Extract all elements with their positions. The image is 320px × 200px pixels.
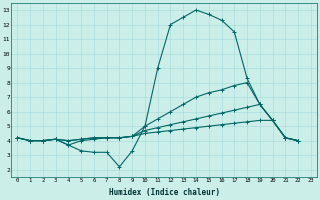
X-axis label: Humidex (Indice chaleur): Humidex (Indice chaleur) xyxy=(108,188,220,197)
